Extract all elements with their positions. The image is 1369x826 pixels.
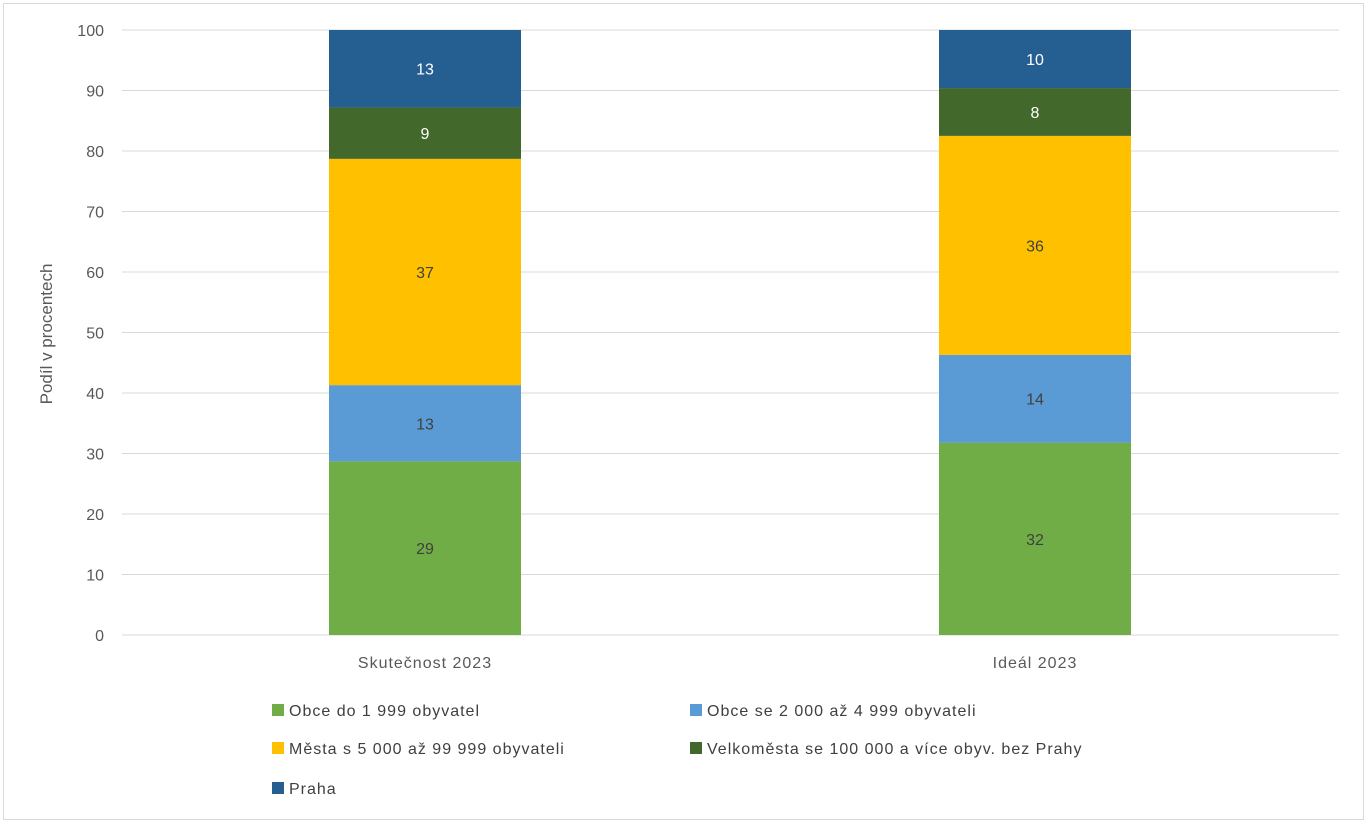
data-label: 14: [1026, 392, 1044, 409]
data-label: 8: [1031, 105, 1040, 122]
legend-label: Obce se 2 000 až 4 999 obyvateli: [707, 703, 977, 720]
bar-segment: [329, 30, 521, 108]
y-tick-label: 60: [86, 265, 104, 282]
bar-segment: [939, 135, 1131, 355]
data-label: 32: [1026, 532, 1044, 549]
legend-swatch: [272, 742, 284, 754]
y-tick-label: 70: [86, 205, 104, 222]
y-tick-label: 20: [86, 507, 104, 524]
stacked-bar-chart: 0 10 20 30 40 50 60 70 80 90 100 29 13 37 9 13 32 14 36 8 1…: [37, 23, 1339, 798]
data-label: 13: [416, 62, 434, 79]
x-axis-categories: Skutečnost 2023 Ideál 2023: [358, 655, 1078, 672]
bar-segment: [329, 461, 521, 635]
data-label: 37: [416, 265, 434, 282]
gridlines: [122, 29, 1339, 636]
x-category-label: Ideál 2023: [993, 655, 1078, 672]
y-tick-label: 50: [86, 326, 104, 343]
legend-label: Města s 5 000 až 99 999 obyvateli: [289, 741, 565, 758]
bar-segment: [939, 88, 1131, 136]
legend-label: Velkoměsta se 100 000 a více obyv. bez P…: [707, 741, 1082, 758]
bar-segment: [329, 158, 521, 386]
legend-label: Praha: [289, 781, 337, 798]
legend-swatch: [690, 704, 702, 716]
data-label: 29: [416, 541, 434, 558]
y-tick-label: 30: [86, 447, 104, 464]
y-tick-label: 80: [86, 144, 104, 161]
bar-segment: [329, 107, 521, 159]
data-label: 36: [1026, 238, 1044, 255]
data-label: 13: [416, 416, 434, 433]
bar-segment: [939, 442, 1131, 635]
legend-label: Obce do 1 999 obyvatel: [289, 703, 480, 720]
legend: Obce do 1 999 obyvatel Obce se 2 000 až 4…: [272, 703, 1082, 798]
y-tick-label: 100: [77, 23, 104, 40]
data-label: 9: [421, 126, 430, 143]
bar-segment: [939, 354, 1131, 443]
legend-swatch: [690, 742, 702, 754]
x-category-label: Skutečnost 2023: [358, 655, 492, 672]
y-tick-label: 90: [86, 84, 104, 101]
y-axis-ticks: 0 10 20 30 40 50 60 70 80 90 100: [77, 23, 104, 645]
bar-segment: [939, 30, 1131, 89]
y-axis-label: Podíl v procentech: [37, 264, 56, 405]
bars: 29 13 37 9 13 32 14 36 8 10: [329, 30, 1131, 635]
y-tick-label: 0: [95, 628, 104, 645]
bar-segment: [329, 385, 521, 462]
chart-frame: 0 10 20 30 40 50 60 70 80 90 100 29 13 37 9 13 32 14 36 8 1…: [3, 3, 1364, 820]
y-tick-label: 10: [86, 568, 104, 585]
legend-swatch: [272, 704, 284, 716]
legend-swatch: [272, 782, 284, 794]
y-tick-label: 40: [86, 386, 104, 403]
data-label: 10: [1026, 52, 1044, 69]
